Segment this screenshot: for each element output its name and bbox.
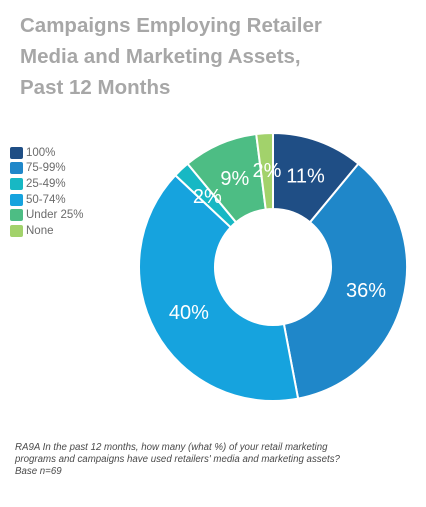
legend-item: Under 25% [10,207,84,223]
slice-value-label: 9% [220,168,249,190]
legend-item: 100% [10,145,84,161]
legend-item: 25-49% [10,176,84,192]
legend-swatch [10,146,23,159]
chart-title: Campaigns Employing Retailer Media and M… [20,10,410,103]
legend-item: 50-74% [10,192,84,208]
donut-slice [255,131,274,211]
legend-swatch [10,193,23,206]
survey-footnote: RA9A In the past 12 months, how many (wh… [15,442,415,478]
slice-value-label: 36% [346,280,386,302]
chart-title-line-3: Past 12 Months [20,76,171,99]
legend-label: None [26,224,54,237]
legend-swatch [10,224,23,237]
chart-legend: 100% 75-99% 25-49% 50-74% Under 25% None [10,145,84,239]
legend-swatch [10,177,23,190]
legend-swatch [10,162,23,175]
chart-title-line-2: Media and Marketing Assets, [20,45,301,68]
footnote-question-line-2: programs and campaigns have used retaile… [15,454,340,465]
legend-label: 100% [26,146,56,159]
legend-swatch [10,209,23,222]
legend-label: Under 25% [26,209,84,222]
legend-label: 75-99% [26,162,66,175]
slice-value-label: 2% [193,186,222,208]
legend-label: 25-49% [26,177,66,190]
donut-slice [138,173,300,402]
chart-title-line-1: Campaigns Employing Retailer [20,14,322,37]
donut-slice [282,162,408,400]
legend-label: 50-74% [26,193,66,206]
footnote-question-line-1: RA9A In the past 12 months, how many (wh… [15,442,328,453]
slice-value-label: 11% [286,166,325,188]
slice-value-label: 40% [169,302,209,324]
footnote-base: Base n=69 [15,466,62,477]
legend-item: 75-99% [10,161,84,177]
slice-value-label: 2% [253,160,282,182]
legend-item: None [10,223,84,239]
